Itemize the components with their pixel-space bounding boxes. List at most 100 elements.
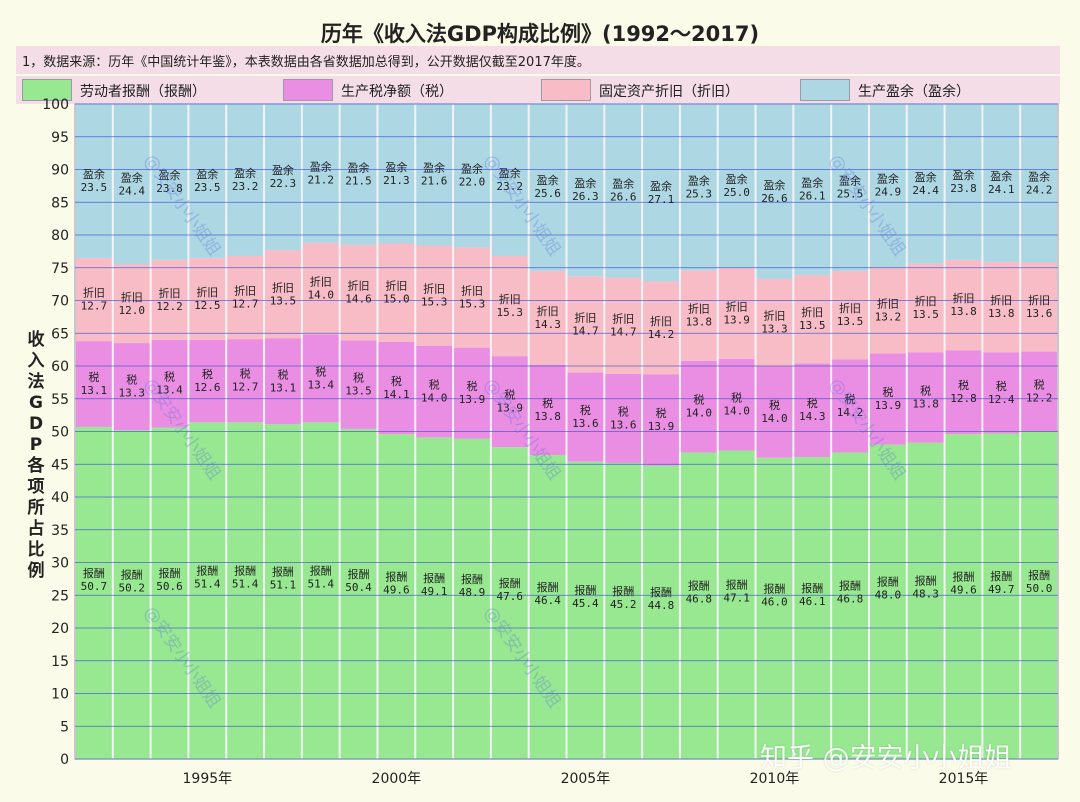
bar-labor-2001 xyxy=(416,437,453,759)
bar-depreciation-1995 xyxy=(189,257,226,340)
y-tick-label: 95 xyxy=(51,130,69,146)
bar-labor-2005 xyxy=(567,461,604,759)
data-label-value: 21.6 xyxy=(421,175,448,188)
data-label-value: 15.3 xyxy=(421,296,448,309)
bar-tax-2003 xyxy=(491,356,528,448)
data-label-value: 49.6 xyxy=(383,583,410,596)
data-label-name: 税 xyxy=(391,374,402,388)
legend-label-surplus: 生产盈余（盈余） xyxy=(858,84,970,100)
data-label-name: 税 xyxy=(958,378,969,392)
data-label-name: 盈余 xyxy=(915,170,937,184)
data-label-value: 23.2 xyxy=(232,180,259,193)
data-label-value: 12.5 xyxy=(194,299,221,312)
bar-tax-2010 xyxy=(756,366,793,458)
data-label-name: 折旧 xyxy=(952,291,974,305)
bar-surplus-2006 xyxy=(605,103,642,278)
data-label-value: 51.4 xyxy=(194,578,221,591)
bar-depreciation-2000 xyxy=(378,243,415,342)
data-label-value: 13.5 xyxy=(837,315,864,328)
zhihu-watermark: 知乎 @安安小小姐姐 xyxy=(760,743,1012,774)
bar-tax-2001 xyxy=(416,345,453,438)
data-label-value: 14.7 xyxy=(572,324,599,337)
bar-tax-2005 xyxy=(567,372,604,462)
data-label-name: 折旧 xyxy=(385,279,407,293)
data-label-name: 税 xyxy=(466,379,477,393)
data-label-value: 12.2 xyxy=(1026,392,1053,405)
data-label-value: 13.9 xyxy=(648,420,675,433)
bar-tax-1995 xyxy=(189,339,226,423)
data-label-name: 折旧 xyxy=(423,282,445,296)
data-label-name: 报酬 xyxy=(310,564,332,578)
y-tick-label: 10 xyxy=(51,687,69,703)
bar-surplus-2011 xyxy=(794,104,831,275)
data-label-value: 47.1 xyxy=(723,592,750,605)
bar-labor-2000 xyxy=(378,434,415,759)
data-label-value: 12.8 xyxy=(950,392,977,405)
data-label-name: 折旧 xyxy=(234,284,256,298)
y-tick-label: 70 xyxy=(51,294,69,310)
data-label-name: 折旧 xyxy=(612,312,634,326)
bar-tax-2012 xyxy=(832,359,868,453)
bar-labor-2013 xyxy=(869,444,906,759)
bar-labor-2012 xyxy=(832,452,868,759)
data-label-name: 报酬 xyxy=(272,565,294,579)
data-label-name: 报酬 xyxy=(726,578,748,592)
data-label-name: 折旧 xyxy=(1028,293,1050,307)
data-label-value: 13.4 xyxy=(308,378,335,391)
bar-depreciation-2007 xyxy=(643,281,679,375)
data-label-name: 报酬 xyxy=(915,574,937,588)
bar-surplus-2005 xyxy=(567,104,604,277)
chart-title: 历年《收入法GDP构成比例》(1992～2017) xyxy=(320,22,760,46)
data-label-value: 13.5 xyxy=(799,319,826,332)
data-label-value: 49.7 xyxy=(988,583,1015,596)
data-label-value: 14.0 xyxy=(686,407,713,420)
data-label-name: 报酬 xyxy=(83,566,105,580)
data-label-name: 报酬 xyxy=(650,585,672,599)
data-label-name: 税 xyxy=(618,404,629,418)
data-label-value: 23.5 xyxy=(194,181,221,194)
data-label-name: 盈余 xyxy=(537,173,559,187)
bar-surplus-1998 xyxy=(302,104,339,243)
bar-tax-1993 xyxy=(113,343,150,431)
data-label-name: 折旧 xyxy=(801,305,823,319)
data-label-value: 13.1 xyxy=(270,381,297,394)
bar-surplus-1992 xyxy=(76,104,112,258)
data-label-value: 13.8 xyxy=(686,316,713,329)
bar-labor-1998 xyxy=(302,422,339,759)
y-tick-label: 75 xyxy=(51,261,69,277)
data-label-name: 报酬 xyxy=(801,581,823,595)
x-tick-label: 2010年 xyxy=(750,771,800,787)
source-note: 1，数据来源：历年《中国统计年鉴》，本表数据由各省数据加总得到，公开数据仅截至2… xyxy=(22,55,590,70)
data-label-value: 46.8 xyxy=(686,593,713,606)
data-label-value: 49.1 xyxy=(421,585,448,598)
x-tick-label: 2015年 xyxy=(939,771,989,787)
data-label-value: 13.8 xyxy=(912,397,939,410)
data-label-value: 23.2 xyxy=(497,180,524,193)
data-label-name: 折旧 xyxy=(990,293,1012,307)
data-label-value: 14.6 xyxy=(345,293,372,306)
data-label-value: 13.3 xyxy=(118,387,145,400)
data-label-name: 报酬 xyxy=(952,569,974,583)
data-label-name: 盈余 xyxy=(952,168,974,182)
data-label-value: 44.8 xyxy=(648,599,675,612)
data-label-name: 报酬 xyxy=(159,566,181,580)
data-label-value: 13.2 xyxy=(875,310,902,323)
data-label-value: 26.1 xyxy=(799,189,826,202)
bar-depreciation-2004 xyxy=(529,271,566,365)
data-label-value: 50.6 xyxy=(156,580,183,593)
data-label-name: 盈余 xyxy=(310,159,332,173)
bar-labor-1996 xyxy=(227,422,264,759)
bar-labor-2007 xyxy=(643,465,679,759)
data-label-value: 12.7 xyxy=(81,300,108,313)
note-bar xyxy=(16,46,1060,74)
data-label-name: 报酬 xyxy=(121,567,143,581)
data-label-value: 12.7 xyxy=(232,381,259,394)
bar-surplus-2010 xyxy=(756,104,793,279)
data-label-value: 46.1 xyxy=(799,595,826,608)
data-label-name: 盈余 xyxy=(196,167,218,181)
data-label-value: 48.0 xyxy=(875,589,902,602)
y-tick-label: 50 xyxy=(51,425,69,441)
data-label-value: 26.3 xyxy=(572,190,599,203)
data-label-name: 税 xyxy=(693,393,704,407)
data-label-value: 48.9 xyxy=(459,586,486,599)
